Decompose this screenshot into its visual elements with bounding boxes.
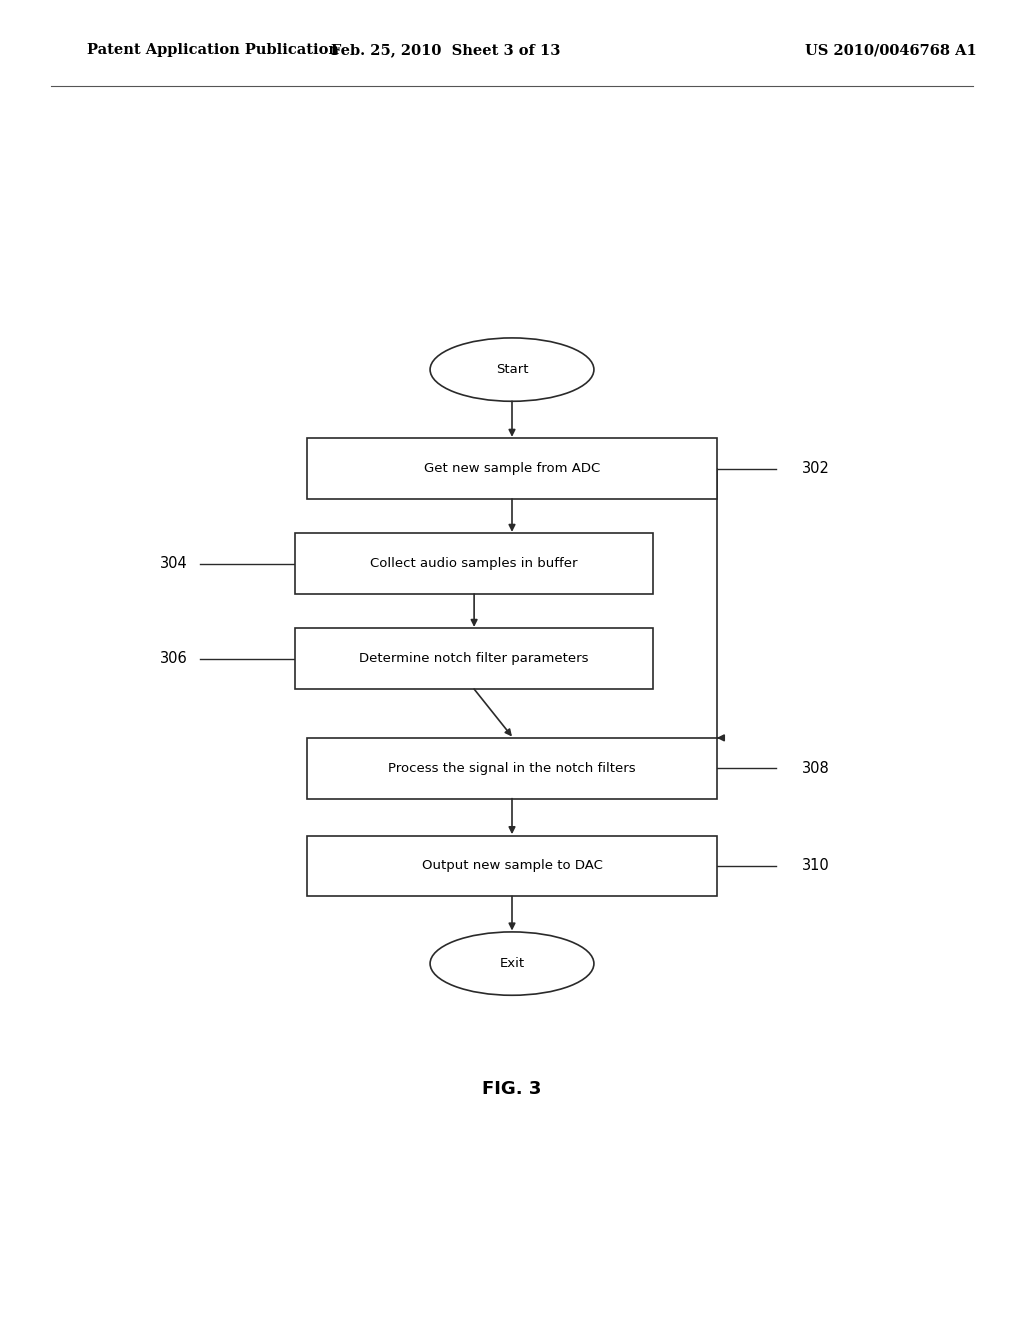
FancyBboxPatch shape — [307, 836, 717, 896]
Text: Exit: Exit — [500, 957, 524, 970]
Ellipse shape — [430, 932, 594, 995]
Text: 302: 302 — [802, 461, 829, 477]
Text: US 2010/0046768 A1: US 2010/0046768 A1 — [805, 44, 977, 57]
Text: Collect audio samples in buffer: Collect audio samples in buffer — [371, 557, 578, 570]
Text: Start: Start — [496, 363, 528, 376]
Text: 304: 304 — [160, 556, 187, 572]
Text: 306: 306 — [160, 651, 187, 667]
FancyBboxPatch shape — [295, 628, 653, 689]
Text: Patent Application Publication: Patent Application Publication — [87, 44, 339, 57]
Text: Output new sample to DAC: Output new sample to DAC — [422, 859, 602, 873]
Text: FIG. 3: FIG. 3 — [482, 1080, 542, 1098]
Text: Feb. 25, 2010  Sheet 3 of 13: Feb. 25, 2010 Sheet 3 of 13 — [331, 44, 560, 57]
FancyBboxPatch shape — [295, 533, 653, 594]
Text: Process the signal in the notch filters: Process the signal in the notch filters — [388, 762, 636, 775]
FancyBboxPatch shape — [307, 738, 717, 799]
Text: 308: 308 — [802, 760, 829, 776]
Text: 310: 310 — [802, 858, 829, 874]
Text: Determine notch filter parameters: Determine notch filter parameters — [359, 652, 589, 665]
FancyBboxPatch shape — [307, 438, 717, 499]
Ellipse shape — [430, 338, 594, 401]
Text: Get new sample from ADC: Get new sample from ADC — [424, 462, 600, 475]
